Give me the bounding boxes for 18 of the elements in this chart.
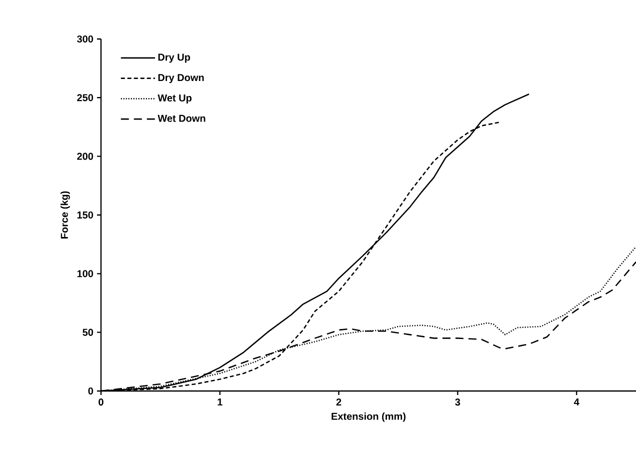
y-tick-label: 150	[77, 211, 94, 219]
legend-label: Dry Down	[158, 74, 204, 84]
x-tick-label: 3	[455, 398, 460, 406]
y-tick-label: 0	[88, 387, 94, 395]
y-tick-label: 300	[77, 35, 94, 43]
y-tick-label: 50	[82, 328, 94, 336]
y-tick-label: 100	[77, 270, 94, 278]
y-axis-title: Force (kg)	[60, 191, 70, 238]
y-tick-label: 200	[77, 152, 94, 160]
x-tick-label: 2	[336, 398, 342, 406]
legend-label: Wet Down	[158, 114, 206, 122]
x-tick-label: 1	[218, 398, 222, 406]
legend-label: Wet Up	[158, 94, 192, 104]
x-tick-label: 4	[574, 398, 580, 406]
legend-label: Dry Up	[158, 54, 190, 63]
x-tick-label: 0	[98, 398, 104, 406]
x-axis-title: Extension (mm)	[332, 412, 406, 422]
y-tick-label: 250	[77, 94, 94, 102]
